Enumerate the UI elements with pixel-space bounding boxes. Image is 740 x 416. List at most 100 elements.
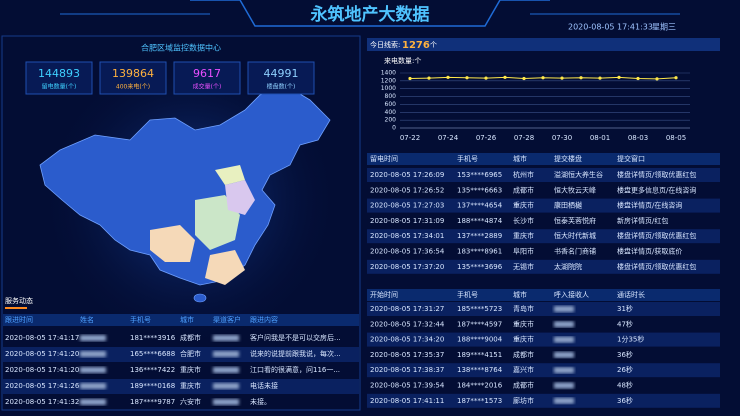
table-cell: 康田栖樾 <box>554 201 582 210</box>
table-cell: 楼盘详情页/领取优惠红包 <box>617 231 696 240</box>
table-cell: 无锡市 <box>513 262 534 271</box>
table-header: 城市 <box>513 290 527 299</box>
table-header: 姓名 <box>80 315 94 324</box>
row-bg <box>3 379 359 394</box>
table-cell: 48秒 <box>617 381 633 390</box>
table-cell: 恒泰芙蓉悦府 <box>554 216 596 225</box>
table-cell: 成都市 <box>513 185 534 194</box>
leads-label: 今日线索: <box>370 40 400 49</box>
table-cell: 说来的说提前跟我说，每次... <box>250 349 341 358</box>
data-point <box>427 76 431 80</box>
map-region <box>215 165 245 185</box>
table-header: 手机号 <box>457 154 478 163</box>
table-cell: 重庆市 <box>180 381 201 390</box>
stat-box <box>173 61 241 95</box>
table-cell: 153****6965 <box>457 171 502 179</box>
table-cell: 2020-08-05 17:41:17 <box>5 334 79 342</box>
stat-value: 139864 <box>112 67 154 80</box>
table-cell: 2020-08-05 17:32:44 <box>370 320 445 328</box>
y-tick-label: 200 <box>385 117 397 124</box>
table-cell: 六安市 <box>180 397 201 406</box>
table-cell: 187****4597 <box>457 320 502 328</box>
y-tick-label: 600 <box>385 101 397 108</box>
row-bg <box>367 363 720 378</box>
data-point <box>636 76 640 81</box>
stat-label: 400来电(个) <box>116 83 150 91</box>
x-tick-label: 08-03 <box>628 134 648 142</box>
leads-bar <box>367 38 720 51</box>
stat-label: 留电数量(个) <box>42 83 77 91</box>
table-cell: 165****6688 <box>130 350 175 358</box>
x-tick-label: 07-22 <box>400 134 420 142</box>
map-region <box>205 250 245 285</box>
table-cell: 26秒 <box>617 365 633 374</box>
table-cell: 2020-08-05 17:31:27 <box>370 305 444 313</box>
blurred-cell <box>554 321 574 328</box>
table-cell: 新房详情页/红包 <box>617 216 668 225</box>
blurred-cell <box>554 397 574 404</box>
table-cell: 重庆市 <box>513 319 534 328</box>
table-cell: 2020-08-05 17:35:37 <box>370 351 444 359</box>
table-header: 呼入接收人 <box>554 290 589 299</box>
row-bg <box>367 302 720 316</box>
table-cell: 2020-08-05 17:41:32 <box>5 398 79 406</box>
table-cell: 137****4654 <box>457 202 503 210</box>
table-cell: 47秒 <box>617 319 633 328</box>
table-header-bg <box>367 153 720 165</box>
table-cell: 重庆市 <box>180 365 201 374</box>
data-point <box>484 76 488 80</box>
row-bg <box>367 168 720 182</box>
table-cell: 36秒 <box>617 350 633 359</box>
table-cell: 2020-08-05 17:36:54 <box>370 248 445 256</box>
table-cell: 1分35秒 <box>617 335 644 344</box>
table-cell: 185****5723 <box>457 305 502 313</box>
blurred-cell <box>554 351 574 358</box>
data-point <box>503 75 507 79</box>
leads-unit: 个 <box>430 41 437 49</box>
table-cell: 188****4874 <box>457 217 503 225</box>
table-header: 城市 <box>180 315 194 324</box>
table-cell: 2020-08-05 17:41:11 <box>370 397 444 405</box>
row-bg <box>367 259 720 274</box>
table-header: 城市 <box>513 154 527 163</box>
table-cell: 135****6663 <box>457 186 502 194</box>
y-tick-label: 1400 <box>381 70 396 77</box>
blurred-cell <box>80 383 106 389</box>
table-cell: 客户问我是不是可以交房后... <box>250 333 341 342</box>
table-cell: 135****3696 <box>457 263 503 271</box>
blurred-cell <box>213 399 239 405</box>
table-cell: 2020-08-05 17:26:09 <box>370 171 444 179</box>
blurred-cell <box>554 382 574 389</box>
y-axis-label: 来电数量:个 <box>384 56 421 65</box>
table-cell: 成都市 <box>513 381 534 390</box>
header-frame <box>190 0 550 27</box>
map-china <box>39 84 331 286</box>
table-header: 开始时间 <box>370 290 398 299</box>
data-point <box>598 76 602 80</box>
row-bg <box>3 347 359 362</box>
page-title: 永筑地产大数据 <box>310 4 430 25</box>
table-cell: 2020-08-05 17:37:20 <box>370 263 444 271</box>
x-tick-label: 07-24 <box>438 134 459 142</box>
table-header: 留电时间 <box>370 154 398 163</box>
table-cell: 189****0168 <box>130 382 175 390</box>
blurred-cell <box>213 367 239 373</box>
weekday: 星期三 <box>652 23 676 32</box>
date-time: 2020-08-05 17:41:33 <box>568 23 653 32</box>
stat-label: 成交量(个) <box>193 83 222 91</box>
table-header-bg <box>367 289 720 301</box>
y-tick-label: 1000 <box>381 85 396 92</box>
table-cell: 重庆市 <box>513 201 534 210</box>
blurred-cell <box>213 383 239 389</box>
table-cell: 2020-08-05 17:34:01 <box>370 232 444 240</box>
data-point <box>579 76 583 80</box>
blurred-cell <box>554 306 574 312</box>
table-cell: 2020-08-05 17:26:52 <box>370 186 444 194</box>
table-header: 渠道客户 <box>213 315 241 324</box>
table-cell: 青岛市 <box>513 304 534 313</box>
table-cell: 楼盘详情页/领取优惠红包 <box>617 262 696 271</box>
data-point <box>655 77 659 81</box>
table-header: 提交楼盘 <box>554 154 582 163</box>
